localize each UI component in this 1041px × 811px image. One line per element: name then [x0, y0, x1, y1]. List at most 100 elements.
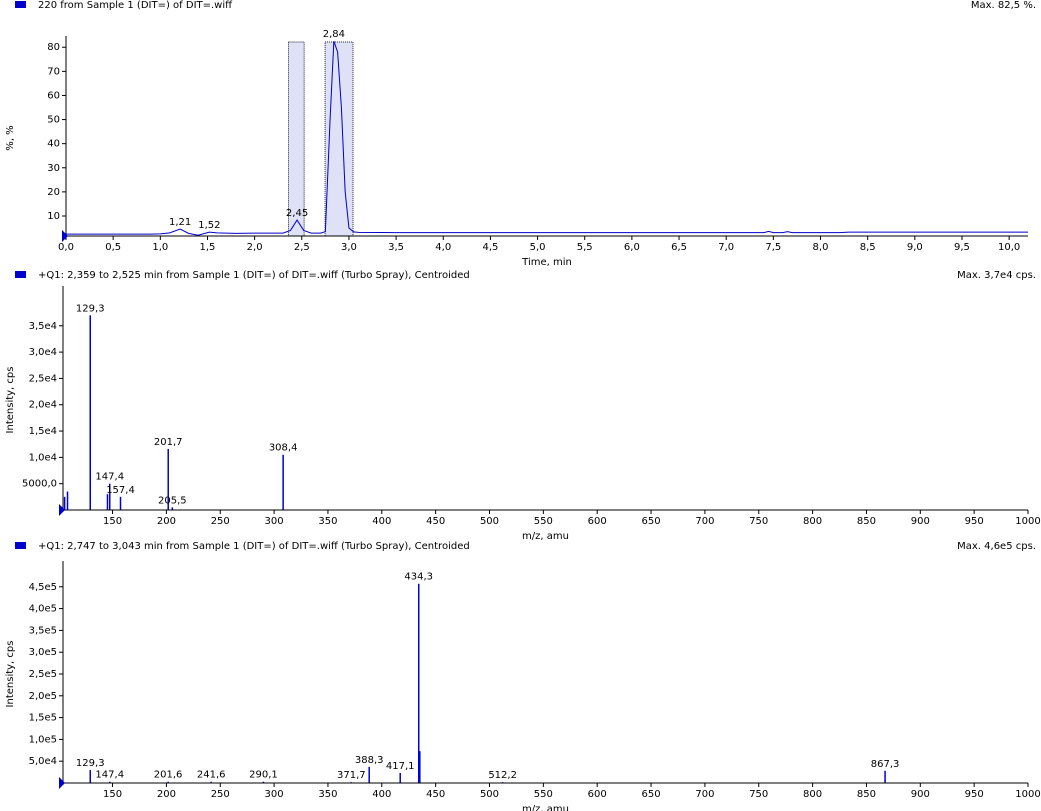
x-axis-label: m/z, amu	[522, 531, 569, 542]
y-tick-label: 4,5e5	[29, 582, 57, 593]
x-tick-label: 7,0	[718, 242, 734, 253]
x-tick-label: 5,0	[530, 242, 546, 253]
peak-label: 147,4	[95, 770, 124, 781]
y-tick-label: 10	[47, 211, 60, 222]
x-axis-label: m/z, amu	[522, 804, 569, 811]
peak-label: 2,84	[323, 29, 345, 40]
x-tick-label: 300	[265, 789, 284, 800]
peak-label: 205,5	[158, 495, 187, 506]
x-tick-label: 2,0	[247, 242, 263, 253]
x-tick-label: 750	[749, 516, 768, 527]
x-tick-label: 4,5	[482, 242, 498, 253]
max-label: Max. 4,6e5 cps.	[957, 541, 1036, 552]
y-tick-label: 5,0e4	[29, 756, 57, 767]
x-tick-label: 200	[157, 789, 176, 800]
x-tick-label: 800	[803, 516, 822, 527]
x-tick-label: 600	[588, 516, 607, 527]
peak-label: 417,1	[386, 761, 415, 772]
peak-label: 241,6	[197, 770, 226, 781]
x-tick-label: 250	[211, 516, 230, 527]
peak-label: 290,1	[249, 770, 278, 781]
x-tick-label: 200	[157, 516, 176, 527]
peak-label: 867,3	[871, 759, 900, 770]
x-tick-label: 3,0	[341, 242, 357, 253]
y-tick-label: 2,0e4	[29, 400, 57, 411]
max-label: Max. 82,5 %.	[971, 0, 1036, 11]
x-tick-label: 700	[695, 516, 714, 527]
x-tick-label: 900	[911, 516, 930, 527]
x-tick-label: 9,5	[954, 242, 970, 253]
x-tick-label: 600	[588, 789, 607, 800]
x-tick-label: 350	[318, 516, 337, 527]
y-tick-label: 1,5e5	[29, 713, 57, 724]
peak-label: 201,7	[154, 437, 183, 448]
x-tick-label: 6,5	[671, 242, 687, 253]
x-tick-label: 2,5	[294, 242, 310, 253]
x-tick-label: 1000	[1015, 789, 1040, 800]
panel-title: +Q1: 2,359 to 2,525 min from Sample 1 (D…	[38, 270, 470, 281]
peak-label: 157,4	[106, 485, 135, 496]
y-tick-label: 50	[47, 115, 60, 126]
peak-label: 201,6	[154, 770, 183, 781]
y-tick-label: 80	[47, 42, 60, 53]
x-tick-label: 850	[857, 789, 876, 800]
x-tick-label: 3,5	[388, 242, 404, 253]
panel-title: +Q1: 2,747 to 3,043 min from Sample 1 (D…	[38, 541, 470, 552]
x-tick-label: 6,0	[624, 242, 640, 253]
x-tick-label: 450	[426, 516, 445, 527]
y-tick-label: 1,5e4	[29, 426, 57, 437]
peak-label: 512,2	[488, 770, 517, 781]
peak-label: 1,52	[198, 220, 220, 231]
x-tick-label: 800	[803, 789, 822, 800]
x-tick-label: 700	[695, 789, 714, 800]
axis-marker	[59, 777, 65, 789]
y-axis-label: Intensity, cps	[5, 367, 16, 434]
y-tick-label: 4,0e5	[29, 604, 57, 615]
y-tick-label: 3,5e4	[29, 321, 57, 332]
peak-label: 371,7	[337, 770, 366, 781]
peak-label: 308,4	[269, 443, 298, 454]
y-tick-label: 70	[47, 66, 60, 77]
y-tick-label: 3,0e5	[29, 647, 57, 658]
y-tick-label: 5000,0	[22, 479, 57, 490]
x-tick-label: 400	[372, 516, 391, 527]
x-tick-label: 1,0	[152, 242, 168, 253]
chromatogram-line	[66, 41, 1028, 236]
y-tick-label: 2,5e5	[29, 669, 57, 680]
axis-marker	[59, 504, 65, 516]
x-tick-label: 10,0	[998, 242, 1020, 253]
x-tick-label: 5,5	[577, 242, 593, 253]
peak-label: 434,3	[404, 572, 433, 583]
x-tick-label: 4,0	[435, 242, 451, 253]
x-tick-label: 9,0	[907, 242, 923, 253]
x-tick-label: 150	[103, 516, 122, 527]
panel-icon	[15, 1, 26, 8]
y-tick-label: 20	[47, 187, 60, 198]
y-tick-label: 60	[47, 90, 60, 101]
y-tick-label: 3,5e5	[29, 625, 57, 636]
max-label: Max. 3,7e4 cps.	[957, 270, 1036, 281]
x-tick-label: 850	[857, 516, 876, 527]
y-tick-label: 2,0e5	[29, 691, 57, 702]
peak-label: 1,21	[169, 217, 191, 228]
x-tick-label: 750	[749, 789, 768, 800]
y-axis-label: %, %	[5, 125, 16, 150]
y-axis-label: Intensity, cps	[5, 641, 16, 708]
peak-label: 129,3	[76, 303, 105, 314]
x-tick-label: 300	[265, 516, 284, 527]
x-tick-label: 900	[911, 789, 930, 800]
x-tick-label: 0,0	[58, 242, 74, 253]
x-tick-label: 650	[642, 516, 661, 527]
peak-label: 129,3	[76, 758, 105, 769]
x-tick-label: 350	[318, 789, 337, 800]
peak-label: 147,4	[95, 472, 124, 483]
y-tick-label: 40	[47, 139, 60, 150]
x-tick-label: 0,5	[105, 242, 121, 253]
y-tick-label: 1,0e4	[29, 452, 57, 463]
x-tick-label: 650	[642, 789, 661, 800]
y-tick-label: 30	[47, 163, 60, 174]
y-tick-label: 1,0e5	[29, 734, 57, 745]
y-tick-label: 2,5e4	[29, 373, 57, 384]
panel-icon	[15, 542, 26, 549]
selection-region	[287, 41, 305, 237]
